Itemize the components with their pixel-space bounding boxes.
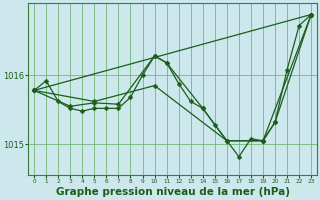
X-axis label: Graphe pression niveau de la mer (hPa): Graphe pression niveau de la mer (hPa): [56, 187, 290, 197]
